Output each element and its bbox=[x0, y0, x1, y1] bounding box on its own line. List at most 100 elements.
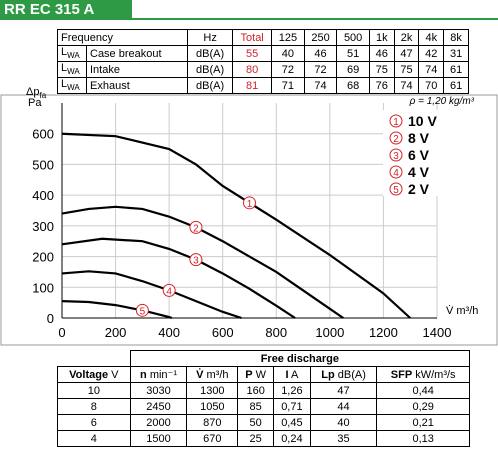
cell: 1500 bbox=[129, 430, 188, 447]
total-cell: 81 bbox=[232, 77, 273, 94]
y-tick-label: 200 bbox=[32, 250, 54, 265]
cell: 0,29 bbox=[376, 398, 470, 415]
column-name: Lp bbox=[321, 368, 335, 381]
legend-label: 10 V bbox=[408, 113, 437, 129]
column-unit: dB(A) bbox=[337, 368, 366, 381]
x-tick-label: 1400 bbox=[423, 325, 452, 340]
y-axis-unit: Pa bbox=[28, 97, 42, 109]
tag-circle bbox=[135, 303, 149, 317]
row: LWA Exhaust dB(A) 81 71 74 68 76 74 70 61 bbox=[57, 77, 469, 94]
symbol: L bbox=[61, 62, 68, 75]
title: RR EC 315 A bbox=[0, 0, 132, 19]
column-name: n bbox=[140, 369, 147, 381]
column-header: Voltage V bbox=[57, 366, 131, 383]
label-cell: Exhaust bbox=[85, 77, 189, 94]
header-row: Frequency Hz Total 125 250 500 1k 2k 4k 8k bbox=[56, 29, 469, 46]
cell: 0,45 bbox=[273, 414, 311, 431]
tag-circle bbox=[389, 182, 403, 196]
legend-label: 6 V bbox=[408, 147, 430, 163]
title-rule bbox=[0, 18, 498, 20]
header-cell: 8k bbox=[443, 29, 469, 46]
tag-circle bbox=[162, 283, 176, 297]
cell: 44 bbox=[309, 398, 378, 415]
tag-text: 3 bbox=[393, 151, 399, 162]
cell: 0,24 bbox=[273, 430, 311, 447]
column-header: P W bbox=[237, 366, 275, 383]
tag-text: 1 bbox=[247, 199, 253, 210]
value-cell: 61 bbox=[443, 77, 469, 94]
cell: 35 bbox=[309, 430, 378, 447]
tag-circle bbox=[389, 131, 403, 145]
cell: 85 bbox=[237, 398, 275, 415]
group-header: Free discharge bbox=[129, 350, 471, 367]
tag-circle bbox=[389, 114, 403, 128]
label-cell: Intake bbox=[85, 61, 189, 78]
column-name: Voltage bbox=[69, 368, 109, 381]
row: 6 2000 870 50 0,45 40 0,21 bbox=[57, 414, 470, 431]
subscript: WA bbox=[67, 67, 80, 77]
y-tick-label: 600 bbox=[32, 127, 54, 142]
column-header: V̇ m³/h bbox=[186, 366, 239, 383]
cell: 2000 bbox=[129, 414, 188, 431]
cell: 40 bbox=[309, 414, 378, 431]
row: 10 3030 1300 160 1,26 47 0,44 bbox=[57, 382, 470, 399]
cell: 0,13 bbox=[376, 430, 470, 447]
x-tick-label: 400 bbox=[158, 325, 180, 340]
column-unit: min⁻¹ bbox=[149, 369, 178, 381]
column-unit: V bbox=[111, 368, 119, 381]
tag-circle bbox=[189, 220, 203, 234]
column-header: Lp dB(A) bbox=[309, 366, 378, 383]
cell: 1,26 bbox=[273, 382, 311, 399]
tag-text: 4 bbox=[166, 286, 172, 297]
column-header: SFP kW/m³/s bbox=[376, 366, 470, 383]
tag-circle bbox=[243, 196, 256, 210]
header-cell: Hz bbox=[187, 29, 234, 46]
cell: 10 bbox=[57, 382, 131, 399]
header-cell: 500 bbox=[336, 29, 370, 46]
cell: 4 bbox=[57, 430, 131, 447]
total-cell: 80 bbox=[232, 61, 273, 78]
cell: 25 bbox=[237, 430, 275, 447]
curve bbox=[61, 205, 344, 319]
cell: 0,44 bbox=[376, 382, 470, 399]
subscript: WA bbox=[67, 51, 80, 61]
x-axis-label: V̇ m³/h bbox=[446, 304, 478, 317]
value-cell: 70 bbox=[418, 77, 445, 94]
value-cell: 74 bbox=[393, 77, 420, 94]
legend-label: 8 V bbox=[408, 130, 430, 146]
x-tick-label: 600 bbox=[212, 325, 234, 340]
tag-text: 4 bbox=[393, 168, 399, 179]
tag-text: 5 bbox=[393, 185, 399, 196]
column-header: I A bbox=[273, 366, 311, 383]
curve bbox=[61, 237, 296, 319]
cell: 50 bbox=[237, 414, 275, 431]
column-unit: A bbox=[290, 368, 299, 381]
tag-circle bbox=[189, 253, 203, 267]
cell: 0,21 bbox=[376, 414, 470, 431]
legend-label: 2 V bbox=[408, 181, 430, 197]
tag-text: 2 bbox=[393, 134, 399, 145]
subscript: WA bbox=[67, 83, 80, 93]
x-tick-label: 1200 bbox=[369, 325, 398, 340]
y-tick-label: 500 bbox=[32, 157, 54, 172]
symbol: L bbox=[61, 78, 68, 91]
tag-text: 3 bbox=[193, 256, 199, 267]
x-tick-label: 1000 bbox=[315, 325, 344, 340]
y-tick-label: 300 bbox=[32, 219, 54, 234]
column-name: P bbox=[245, 368, 253, 381]
cell: 1300 bbox=[186, 382, 239, 399]
tag-text: 2 bbox=[193, 223, 199, 234]
column-name: I bbox=[285, 368, 289, 381]
tag-text: 1 bbox=[393, 117, 399, 128]
y-label-subscript: fa bbox=[39, 91, 46, 100]
value-cell: 75 bbox=[368, 61, 395, 78]
column-unit: W bbox=[255, 368, 267, 381]
x-tick-label: 0 bbox=[58, 325, 65, 340]
column-unit: kW/m³/s bbox=[415, 368, 456, 381]
y-tick-label: 100 bbox=[32, 280, 54, 295]
blank-cell bbox=[57, 350, 131, 367]
